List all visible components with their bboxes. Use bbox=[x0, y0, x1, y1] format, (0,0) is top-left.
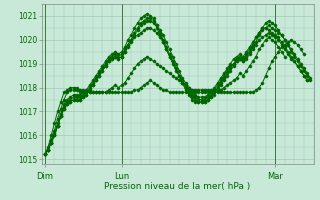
X-axis label: Pression niveau de la mer( hPa ): Pression niveau de la mer( hPa ) bbox=[104, 182, 251, 191]
